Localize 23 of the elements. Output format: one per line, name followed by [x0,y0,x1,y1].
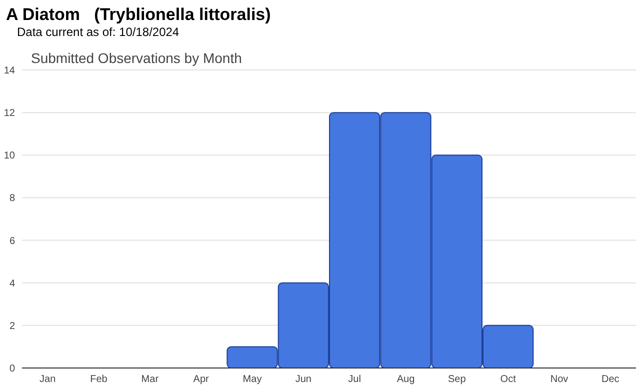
y-tick-label: 8 [9,193,16,204]
x-tick-label: Dec [602,374,620,385]
x-tick-label: May [242,374,262,385]
x-tick-label: Jan [40,374,56,385]
x-tick-label: Aug [396,374,415,385]
y-tick-label: 6 [9,236,16,247]
y-tick-label: 0 [9,364,16,374]
x-tick-label: Sep [448,374,466,385]
x-tick-label: Nov [550,374,568,385]
chart-title: A Diatom (Tryblionella littoralis) [6,5,271,24]
x-tick-label: Oct [500,374,516,385]
y-tick-label: 12 [4,108,16,120]
x-tick-label: Jul [348,374,361,385]
x-tick-label: Jun [295,374,312,385]
x-tick-label: Apr [193,374,210,385]
y-tick-label: 4 [9,278,16,290]
y-tick-label: 14 [4,66,16,76]
chart-subtitle: Data current as of: 10/18/2024 [17,25,180,39]
x-tick-label: Mar [141,374,160,385]
x-tick-label: Feb [90,374,108,385]
text: Submitted Observations by Month [31,50,242,66]
y-tick-label: 10 [4,150,16,162]
y-tick-label: 2 [9,320,16,332]
